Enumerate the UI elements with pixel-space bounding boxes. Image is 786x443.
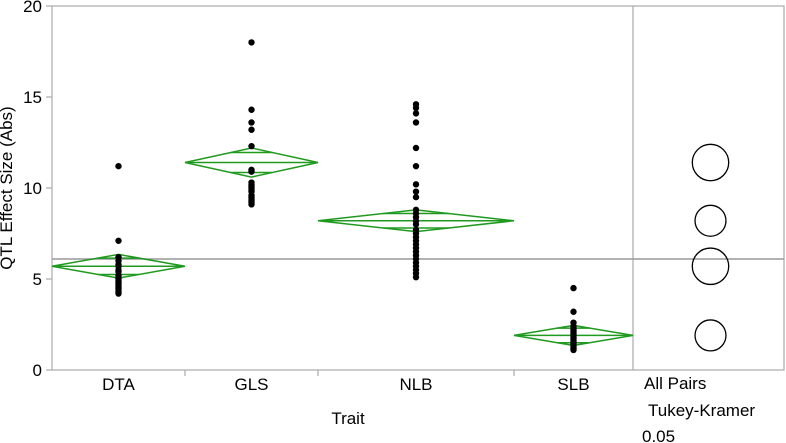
data-point-slb (570, 308, 577, 315)
data-point-nlb (412, 104, 420, 112)
y-axis-title: QTL Effect Size (Abs) (0, 106, 16, 269)
data-point-nlb (412, 188, 420, 195)
comparison-label-line-1: All Pairs (644, 374, 706, 393)
data-point-dta (115, 162, 122, 170)
comparison-circle-gls (691, 143, 730, 182)
data-point-nlb (412, 221, 420, 228)
x-axis: Trait DTA GLS NLB SLB (102, 370, 590, 428)
data-point-gls (248, 201, 255, 208)
y-axis: QTL Effect Size (Abs) 0 5 10 15 20 (0, 0, 52, 380)
data-point-gls (248, 106, 255, 113)
data-point-nlb (412, 110, 420, 117)
y-tick-label: 15 (23, 88, 42, 107)
x-tick-label-dta: DTA (102, 375, 135, 394)
data-point-nlb (412, 193, 420, 201)
plot-frame (51, 5, 785, 371)
y-tick-label: 5 (33, 270, 42, 289)
y-tick-label: 20 (23, 0, 42, 16)
y-ticks: 0 5 10 15 20 (23, 0, 52, 380)
data-point-dta (115, 237, 122, 244)
comparison-circle-dta (691, 247, 730, 286)
data-point-slb (570, 346, 577, 354)
comparison-label-line-2: Tukey-Kramer (648, 401, 755, 420)
comparison-circles (691, 143, 730, 352)
x-tick-label-nlb: NLB (399, 375, 432, 394)
comparison-circle-slb (694, 319, 727, 352)
plot-border (51, 5, 785, 371)
data-point-gls (248, 168, 255, 175)
data-point-dta (115, 290, 122, 297)
data-point-gls (248, 119, 255, 126)
data-point-nlb (412, 144, 420, 152)
data-point-nlb (412, 162, 420, 170)
data-point-gls (248, 39, 255, 46)
data-point-nlb (412, 181, 420, 188)
data-point-nlb (412, 119, 420, 126)
means-diamonds (51, 147, 634, 347)
comparison-circle-nlb (694, 204, 727, 237)
data-point-slb (570, 284, 577, 292)
data-point-gls (248, 142, 255, 150)
data-point-nlb (412, 273, 420, 281)
data-points (115, 39, 577, 354)
comparison-label-line-3: 0.05 (642, 427, 675, 443)
x-tick-label-gls: GLS (234, 375, 268, 394)
x-tick-label-slb: SLB (557, 375, 589, 394)
data-point-gls (248, 126, 255, 133)
x-axis-title: Trait (331, 409, 365, 428)
y-tick-label: 10 (23, 179, 42, 198)
y-tick-label: 0 (33, 361, 42, 380)
comparison-label: All Pairs Tukey-Kramer 0.05 (642, 374, 755, 443)
